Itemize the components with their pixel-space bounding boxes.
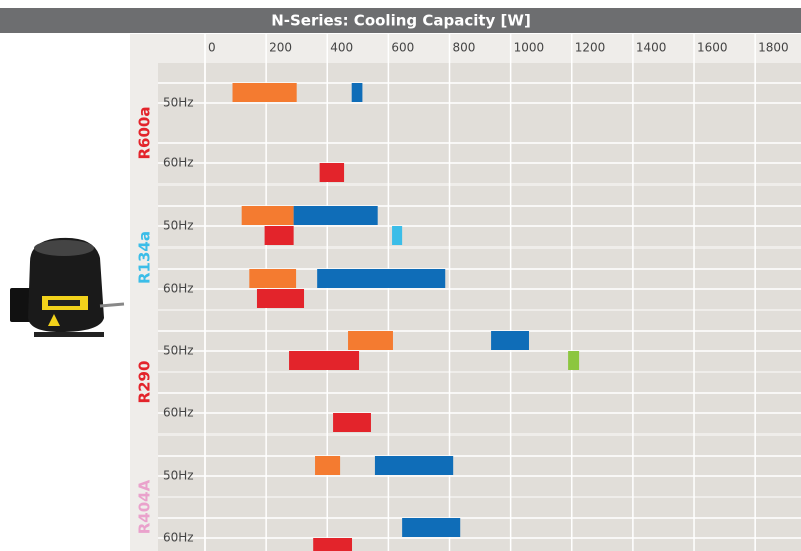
bar xyxy=(392,226,403,245)
bar xyxy=(249,269,297,288)
x-tick-label: 1800 xyxy=(758,41,789,55)
row-label: 60Hz xyxy=(163,282,194,296)
group-label: R404A xyxy=(136,479,154,534)
bar xyxy=(241,206,294,225)
bar xyxy=(374,456,454,475)
bar xyxy=(348,331,393,350)
bar xyxy=(317,269,446,288)
x-tick-label: 600 xyxy=(391,41,414,55)
x-tick-label: 1200 xyxy=(575,41,606,55)
compressor-icon xyxy=(10,237,125,337)
row-label: 60Hz xyxy=(163,531,194,545)
bar xyxy=(351,83,363,102)
x-tick-label: 800 xyxy=(453,41,476,55)
bar xyxy=(264,226,294,245)
bar xyxy=(256,289,305,308)
x-tick-label: 1400 xyxy=(636,41,667,55)
group-label: R600a xyxy=(136,107,154,160)
x-tick-label: 1600 xyxy=(697,41,728,55)
bar xyxy=(568,351,580,370)
x-tick-label: 1000 xyxy=(514,41,545,55)
row-band xyxy=(158,123,801,183)
bar xyxy=(289,351,360,370)
group-label: R290 xyxy=(136,361,154,404)
row-label: 60Hz xyxy=(163,156,194,170)
bar xyxy=(491,331,529,350)
row-band xyxy=(158,498,801,551)
bar xyxy=(313,538,353,551)
row-label: 60Hz xyxy=(163,406,194,420)
bar xyxy=(402,518,461,537)
row-label: 50Hz xyxy=(163,96,194,110)
x-tick-label: 0 xyxy=(208,41,216,55)
row-label: 50Hz xyxy=(163,344,194,358)
title-bar xyxy=(0,8,801,33)
group-label: R134a xyxy=(136,231,154,284)
x-tick-label: 400 xyxy=(330,41,353,55)
bar xyxy=(232,83,297,102)
row-band xyxy=(158,436,801,496)
bar xyxy=(293,206,378,225)
bar xyxy=(333,413,371,432)
x-tick-label: 200 xyxy=(269,41,292,55)
row-label: 50Hz xyxy=(163,219,194,233)
bar xyxy=(315,456,341,475)
bar xyxy=(319,163,345,182)
row-label: 50Hz xyxy=(163,469,194,483)
row-band xyxy=(158,311,801,371)
row-band xyxy=(158,373,801,433)
chart-title: N-Series: Cooling Capacity [W] xyxy=(271,12,531,30)
